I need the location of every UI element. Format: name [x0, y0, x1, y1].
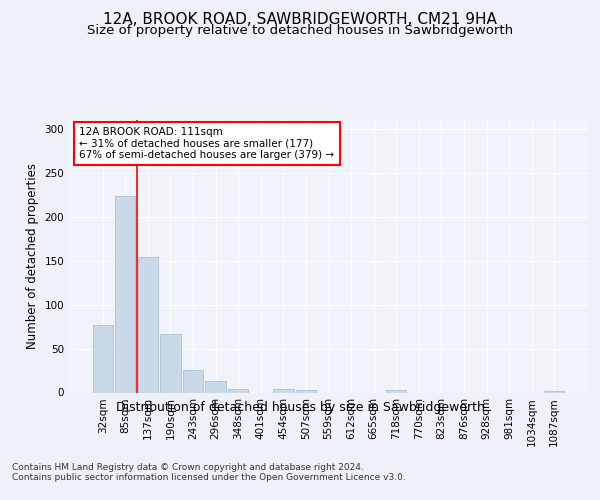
Bar	[386, 390, 406, 392]
Bar	[160, 334, 181, 392]
Bar	[92, 325, 113, 392]
Text: Contains HM Land Registry data © Crown copyright and database right 2024.
Contai: Contains HM Land Registry data © Crown c…	[12, 462, 406, 482]
Text: 12A, BROOK ROAD, SAWBRIDGEWORTH, CM21 9HA: 12A, BROOK ROAD, SAWBRIDGEWORTH, CM21 9H…	[103, 12, 497, 28]
Text: Size of property relative to detached houses in Sawbridgeworth: Size of property relative to detached ho…	[87, 24, 513, 37]
Bar	[544, 390, 565, 392]
Text: Distribution of detached houses by size in Sawbridgeworth: Distribution of detached houses by size …	[116, 401, 484, 414]
Bar	[205, 381, 226, 392]
Bar	[296, 390, 316, 392]
Bar	[115, 196, 136, 392]
Text: 12A BROOK ROAD: 111sqm
← 31% of detached houses are smaller (177)
67% of semi-de: 12A BROOK ROAD: 111sqm ← 31% of detached…	[79, 127, 335, 160]
Bar	[183, 370, 203, 392]
Bar	[228, 389, 248, 392]
Y-axis label: Number of detached properties: Number of detached properties	[26, 163, 39, 349]
Bar	[138, 257, 158, 392]
Bar	[273, 389, 293, 392]
